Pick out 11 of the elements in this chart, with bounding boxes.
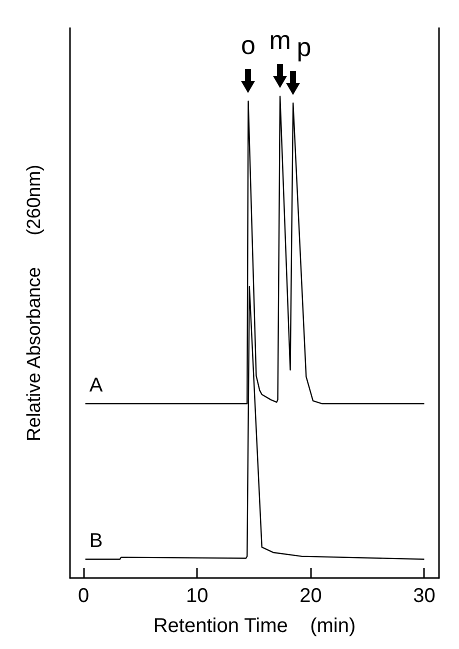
series-label: A [89, 374, 104, 397]
y-axis-title: Relative Absorbance (260nm) [24, 164, 45, 442]
x-tick-label: 30 [413, 585, 436, 607]
x-tick-label: 20 [300, 585, 322, 607]
annotation: m [268, 25, 292, 56]
x-tick-label: 0 [78, 585, 90, 607]
annotation: p [296, 32, 312, 62]
series-label: B [89, 530, 103, 552]
x-tick-label: 10 [186, 585, 208, 607]
x-axis-title: Retention Time (min) [153, 615, 356, 637]
annotation: o [240, 30, 256, 60]
